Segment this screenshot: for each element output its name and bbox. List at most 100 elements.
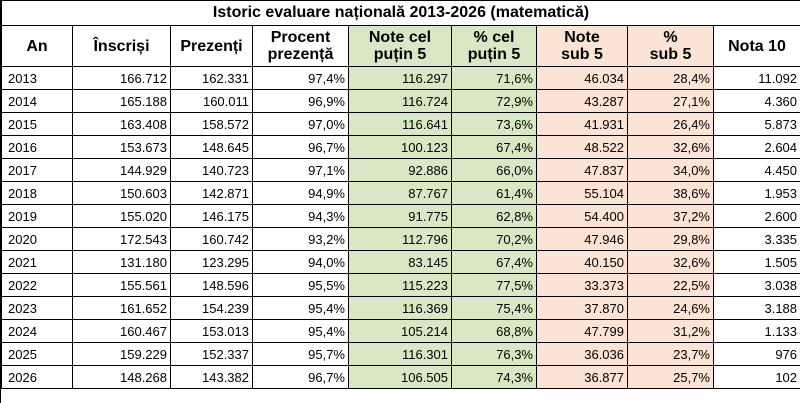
cell-fail-count[interactable]: 40.150 bbox=[536, 250, 628, 274]
cell-year[interactable]: 2016 bbox=[1, 135, 73, 159]
cell-pass-count[interactable]: 105.214 bbox=[348, 319, 452, 343]
cell-fail-count[interactable]: 47.946 bbox=[536, 227, 628, 251]
cell-enrolled[interactable]: 161.652 bbox=[72, 296, 171, 320]
cell-pass-rate[interactable]: 74,3% bbox=[451, 365, 537, 389]
cell-enrolled[interactable]: 163.408 bbox=[72, 112, 171, 136]
cell-fail-rate[interactable]: 32,6% bbox=[627, 250, 714, 274]
cell-enrolled[interactable]: 148.268 bbox=[72, 365, 171, 389]
cell-present[interactable]: 154.239 bbox=[170, 296, 253, 320]
cell-enrolled[interactable]: 165.188 bbox=[72, 89, 171, 113]
cell-pass-rate[interactable]: 73,6% bbox=[451, 112, 537, 136]
cell-attendance-rate[interactable]: 96,7% bbox=[252, 135, 349, 159]
cell-grade-10-count[interactable]: 3.335 bbox=[712, 227, 800, 251]
cell-grade-10-count[interactable]: 2.600 bbox=[712, 204, 800, 228]
cell-fail-rate[interactable]: 27,1% bbox=[627, 89, 714, 113]
cell-pass-rate[interactable]: 61,4% bbox=[451, 181, 537, 205]
cell-fail-rate[interactable]: 28,4% bbox=[627, 66, 714, 90]
cell-attendance-rate[interactable]: 95,5% bbox=[252, 273, 349, 297]
header-grade-10-count[interactable]: Nota 10 bbox=[712, 25, 800, 67]
cell-fail-rate[interactable]: 22,5% bbox=[627, 273, 714, 297]
cell-pass-count[interactable]: 116.369 bbox=[348, 296, 452, 320]
cell-present[interactable]: 140.723 bbox=[170, 158, 253, 182]
cell-present[interactable]: 160.011 bbox=[170, 89, 253, 113]
cell-grade-10-count[interactable]: 2.604 bbox=[712, 135, 800, 159]
cell-pass-count[interactable]: 100.123 bbox=[348, 135, 452, 159]
cell-attendance-rate[interactable]: 97,0% bbox=[252, 112, 349, 136]
header-fail-count[interactable]: Note sub 5 bbox=[536, 25, 628, 67]
cell-fail-rate[interactable]: 25,7% bbox=[627, 365, 714, 389]
cell-fail-rate[interactable]: 24,6% bbox=[627, 296, 714, 320]
cell-pass-count[interactable]: 83.145 bbox=[348, 250, 452, 274]
cell-grade-10-count[interactable]: 11.092 bbox=[712, 66, 800, 90]
cell-fail-count[interactable]: 46.034 bbox=[536, 66, 628, 90]
table-title[interactable]: Istoric evaluare națională 2013-2026 (ma… bbox=[0, 0, 800, 26]
cell-pass-count[interactable]: 115.223 bbox=[348, 273, 452, 297]
cell-fail-count[interactable]: 37.870 bbox=[536, 296, 628, 320]
cell-grade-10-count[interactable]: 1.505 bbox=[712, 250, 800, 274]
cell-year[interactable]: 2017 bbox=[1, 158, 73, 182]
header-pass-rate[interactable]: % cel puțin 5 bbox=[451, 25, 537, 67]
cell-present[interactable]: 142.871 bbox=[170, 181, 253, 205]
cell-year[interactable]: 2018 bbox=[1, 181, 73, 205]
cell-fail-count[interactable]: 36.036 bbox=[536, 342, 628, 366]
cell-pass-rate[interactable]: 67,4% bbox=[451, 135, 537, 159]
cell-fail-count[interactable]: 54.400 bbox=[536, 204, 628, 228]
cell-grade-10-count[interactable]: 976 bbox=[712, 342, 800, 366]
cell-fail-count[interactable]: 47.799 bbox=[536, 319, 628, 343]
cell-pass-rate[interactable]: 68,8% bbox=[451, 319, 537, 343]
cell-attendance-rate[interactable]: 97,4% bbox=[252, 66, 349, 90]
cell-pass-count[interactable]: 91.775 bbox=[348, 204, 452, 228]
cell-fail-rate[interactable]: 37,2% bbox=[627, 204, 714, 228]
cell-year[interactable]: 2021 bbox=[1, 250, 73, 274]
cell-present[interactable]: 152.337 bbox=[170, 342, 253, 366]
cell-year[interactable]: 2019 bbox=[1, 204, 73, 228]
cell-year[interactable]: 2023 bbox=[1, 296, 73, 320]
cell-pass-rate[interactable]: 66,0% bbox=[451, 158, 537, 182]
cell-pass-rate[interactable]: 71,6% bbox=[451, 66, 537, 90]
cell-attendance-rate[interactable]: 97,1% bbox=[252, 158, 349, 182]
cell-pass-count[interactable]: 87.767 bbox=[348, 181, 452, 205]
cell-pass-count[interactable]: 92.886 bbox=[348, 158, 452, 182]
cell-grade-10-count[interactable]: 4.450 bbox=[712, 158, 800, 182]
cell-pass-rate[interactable]: 67,4% bbox=[451, 250, 537, 274]
header-year[interactable]: An bbox=[1, 25, 73, 67]
cell-fail-rate[interactable]: 38,6% bbox=[627, 181, 714, 205]
cell-fail-rate[interactable]: 26,4% bbox=[627, 112, 714, 136]
header-fail-rate[interactable]: % sub 5 bbox=[627, 25, 714, 67]
cell-fail-rate[interactable]: 29,8% bbox=[627, 227, 714, 251]
cell-grade-10-count[interactable]: 3.188 bbox=[712, 296, 800, 320]
cell-pass-rate[interactable]: 70,2% bbox=[451, 227, 537, 251]
cell-fail-count[interactable]: 47.837 bbox=[536, 158, 628, 182]
cell-present[interactable]: 160.742 bbox=[170, 227, 253, 251]
cell-pass-count[interactable]: 116.301 bbox=[348, 342, 452, 366]
cell-attendance-rate[interactable]: 93,2% bbox=[252, 227, 349, 251]
cell-pass-rate[interactable]: 72,9% bbox=[451, 89, 537, 113]
cell-year[interactable]: 2020 bbox=[1, 227, 73, 251]
cell-present[interactable]: 143.382 bbox=[170, 365, 253, 389]
cell-pass-count[interactable]: 116.297 bbox=[348, 66, 452, 90]
cell-year[interactable]: 2013 bbox=[1, 66, 73, 90]
cell-enrolled[interactable]: 159.229 bbox=[72, 342, 171, 366]
header-attendance-rate[interactable]: Procent prezență bbox=[252, 25, 349, 67]
cell-year[interactable]: 2015 bbox=[1, 112, 73, 136]
cell-enrolled[interactable]: 155.561 bbox=[72, 273, 171, 297]
cell-year[interactable]: 2025 bbox=[1, 342, 73, 366]
cell-fail-rate[interactable]: 34,0% bbox=[627, 158, 714, 182]
cell-fail-rate[interactable]: 32,6% bbox=[627, 135, 714, 159]
cell-attendance-rate[interactable]: 95,4% bbox=[252, 319, 349, 343]
cell-present[interactable]: 162.331 bbox=[170, 66, 253, 90]
cell-fail-count[interactable]: 33.373 bbox=[536, 273, 628, 297]
header-present[interactable]: Prezenți bbox=[170, 25, 253, 67]
cell-year[interactable]: 2022 bbox=[1, 273, 73, 297]
cell-attendance-rate[interactable]: 94,0% bbox=[252, 250, 349, 274]
cell-year[interactable]: 2014 bbox=[1, 89, 73, 113]
cell-enrolled[interactable]: 153.673 bbox=[72, 135, 171, 159]
cell-grade-10-count[interactable]: 5.873 bbox=[712, 112, 800, 136]
cell-present[interactable]: 123.295 bbox=[170, 250, 253, 274]
cell-fail-count[interactable]: 43.287 bbox=[536, 89, 628, 113]
cell-grade-10-count[interactable]: 1.953 bbox=[712, 181, 800, 205]
cell-pass-rate[interactable]: 77,5% bbox=[451, 273, 537, 297]
header-enrolled[interactable]: Înscriși bbox=[72, 25, 171, 67]
cell-present[interactable]: 148.645 bbox=[170, 135, 253, 159]
cell-enrolled[interactable]: 172.543 bbox=[72, 227, 171, 251]
